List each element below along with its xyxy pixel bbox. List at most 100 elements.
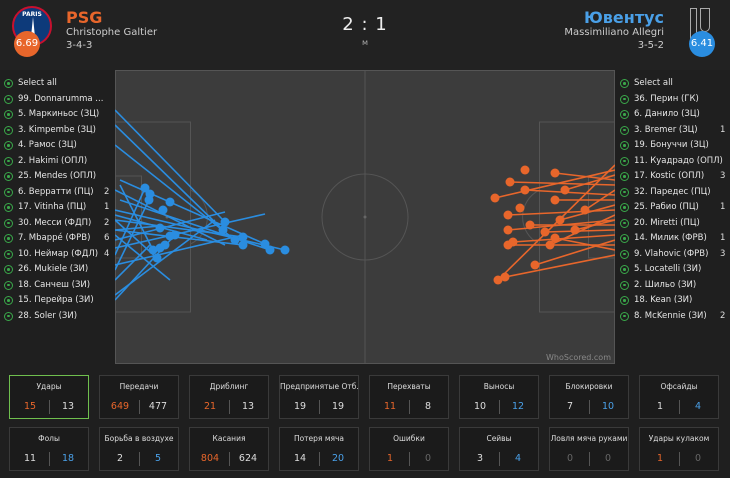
home-pass-end-point[interactable] (140, 183, 150, 193)
home-pass-end-point[interactable] (165, 197, 175, 207)
home-player-row[interactable]: 10. Неймар (ФДЛ) 4 (4, 247, 114, 263)
away-player-row[interactable]: 17. Kostic (ОПЛ) 3 (620, 169, 730, 185)
away-pass-end-point[interactable] (550, 168, 560, 178)
home-select-all[interactable]: Select all (4, 76, 114, 92)
home-player-row[interactable]: 28. Soler (ЗИ) (4, 309, 114, 325)
checkbox-icon[interactable] (4, 311, 13, 321)
home-pass-end-point[interactable] (144, 195, 154, 205)
away-pass-end-point[interactable] (503, 240, 513, 250)
away-team-name[interactable]: Ювентус (584, 8, 664, 27)
home-pass-end-point[interactable] (238, 240, 248, 250)
home-pass-end-point[interactable] (160, 240, 170, 250)
home-player-row[interactable]: 99. Donnarumma ... (4, 92, 114, 108)
away-pass-end-point[interactable] (580, 205, 590, 215)
checkbox-icon[interactable] (4, 296, 13, 305)
away-player-row[interactable]: 11. Куадрадо (ОПЛ) (620, 154, 730, 170)
away-pass-end-point[interactable] (540, 227, 550, 237)
checkbox-icon[interactable] (4, 187, 13, 197)
checkbox-icon[interactable] (620, 110, 629, 119)
away-pass-end-point[interactable] (520, 165, 530, 175)
away-player-row[interactable]: 36. Перин (ГК) (620, 92, 730, 108)
checkbox-icon[interactable] (620, 311, 629, 321)
checkbox-icon[interactable] (4, 249, 13, 259)
away-player-row[interactable]: 14. Милик (ФРВ) 1 (620, 231, 730, 247)
home-player-row[interactable]: 26. Mukiele (ЗИ) (4, 262, 114, 278)
away-pass-end-point[interactable] (503, 210, 513, 220)
stat-tab[interactable]: Офсайды 1 4 (639, 375, 719, 419)
checkbox-icon[interactable] (620, 296, 629, 305)
away-player-row[interactable]: 25. Рабио (ПЦ) 1 (620, 200, 730, 216)
away-player-row[interactable]: 6. Данило (ЗЦ) (620, 107, 730, 123)
home-pass-end-point[interactable] (218, 225, 228, 235)
home-player-row[interactable]: 4. Рамос (ЗЦ) (4, 138, 114, 154)
away-pass-end-point[interactable] (550, 195, 560, 205)
stat-tab[interactable]: Удары кулаком 1 0 (639, 427, 719, 471)
away-pass-end-point[interactable] (545, 240, 555, 250)
home-player-row[interactable]: 2. Hakimi (ОПЛ) (4, 154, 114, 170)
away-player-row[interactable]: 32. Паредес (ПЦ) (620, 185, 730, 201)
stat-tab[interactable]: Выносы 10 12 (459, 375, 539, 419)
away-pass-end-point[interactable] (520, 185, 530, 195)
stat-tab[interactable]: Перехваты 11 8 (369, 375, 449, 419)
away-player-row[interactable]: 2. Шильо (ЗИ) (620, 278, 730, 294)
stat-tab[interactable]: Дриблинг 21 13 (189, 375, 269, 419)
away-player-row[interactable]: 18. Kean (ЗИ) (620, 293, 730, 309)
checkbox-icon[interactable] (4, 156, 13, 166)
stat-tab[interactable]: Фолы 11 18 (9, 427, 89, 471)
home-player-row[interactable]: 3. Kimpembe (ЗЦ) (4, 123, 114, 139)
checkbox-icon[interactable] (620, 172, 629, 181)
checkbox-icon[interactable] (4, 94, 13, 104)
stat-tab[interactable]: Предпринятые Отб... 19 19 (279, 375, 359, 419)
checkbox-icon[interactable] (4, 234, 13, 243)
checkbox-icon[interactable] (620, 249, 629, 259)
away-pass-end-point[interactable] (503, 225, 513, 235)
checkbox-icon[interactable] (4, 141, 13, 150)
away-player-row[interactable]: 8. McKennie (ЗИ) 2 (620, 309, 730, 325)
away-player-row[interactable]: 19. Бонуччи (ЗЦ) (620, 138, 730, 154)
stat-tab[interactable]: Касания 804 624 (189, 427, 269, 471)
stat-tab[interactable]: Ловля мяча руками 0 0 (549, 427, 629, 471)
home-pass-end-point[interactable] (148, 245, 158, 255)
home-player-row[interactable]: 7. Mbappé (ФРВ) 6 (4, 231, 114, 247)
away-pass-end-point[interactable] (555, 215, 565, 225)
away-player-row[interactable]: 3. Bremer (ЗЦ) 1 (620, 123, 730, 139)
away-select-all[interactable]: Select all (620, 76, 730, 92)
stat-tab[interactable]: Передачи 649 477 (99, 375, 179, 419)
checkbox-icon[interactable] (4, 280, 13, 290)
home-pass-end-point[interactable] (238, 232, 248, 242)
away-pass-end-point[interactable] (530, 260, 540, 270)
checkbox-icon[interactable] (620, 234, 629, 243)
home-player-row[interactable]: 30. Месси (ФДП) 2 (4, 216, 114, 232)
home-pass-end-point[interactable] (165, 231, 175, 241)
away-pass-end-point[interactable] (500, 272, 510, 282)
away-pass-end-point[interactable] (550, 233, 560, 243)
home-player-row[interactable]: 25. Mendes (ОПЛ) (4, 169, 114, 185)
home-player-row[interactable]: 18. Санчеш (ЗИ) (4, 278, 114, 294)
checkbox-icon[interactable] (4, 265, 13, 274)
home-pass-end-point[interactable] (265, 245, 275, 255)
stat-tab[interactable]: Потеря мяча 14 20 (279, 427, 359, 471)
away-pass-end-point[interactable] (505, 177, 515, 187)
checkbox-icon[interactable] (620, 125, 629, 135)
checkbox-icon[interactable] (4, 110, 13, 119)
away-pass-end-point[interactable] (570, 225, 580, 235)
checkbox-icon[interactable] (4, 218, 13, 228)
away-pass-end-point[interactable] (525, 220, 535, 230)
checkbox-icon[interactable] (620, 203, 629, 212)
home-pass-end-point[interactable] (280, 245, 290, 255)
checkbox-icon[interactable] (620, 94, 629, 104)
checkbox-icon[interactable] (620, 280, 629, 290)
home-pass-end-point[interactable] (158, 205, 168, 215)
away-player-row[interactable]: 20. Miretti (ПЦ) (620, 216, 730, 232)
checkbox-icon[interactable] (620, 187, 629, 197)
home-team-name[interactable]: PSG (66, 8, 103, 27)
away-player-row[interactable]: 9. Vlahovic (ФРВ) 3 (620, 247, 730, 263)
checkbox-icon[interactable] (620, 156, 629, 166)
checkbox-icon[interactable] (4, 203, 13, 212)
checkbox-icon[interactable] (620, 265, 629, 274)
checkbox-icon[interactable] (620, 218, 629, 228)
away-pass-end-point[interactable] (493, 275, 503, 285)
stat-tab[interactable]: Сейвы 3 4 (459, 427, 539, 471)
home-player-row[interactable]: 6. Верратти (ПЦ) 2 (4, 185, 114, 201)
home-pass-end-point[interactable] (152, 253, 162, 263)
